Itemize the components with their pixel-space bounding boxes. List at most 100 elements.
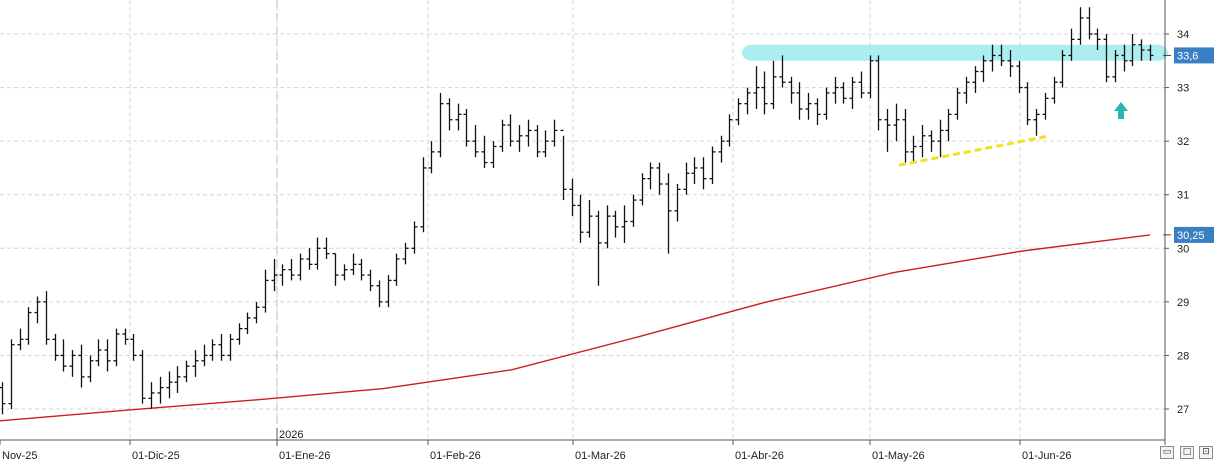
ohlc-bar	[60, 339, 67, 372]
ohlc-bar	[437, 92, 444, 158]
x-tick-label: Nov-25	[2, 450, 37, 462]
support-trendline	[898, 134, 1051, 167]
ohlc-bar	[788, 76, 795, 104]
ohlc-bar	[428, 141, 435, 174]
ohlc-bar	[647, 162, 654, 190]
annotations	[898, 102, 1128, 167]
x-tick-label: 01-Dic-25	[132, 450, 180, 462]
resistance-zone	[742, 44, 1168, 61]
chart-grid	[0, 0, 1165, 440]
ohlc-bar	[674, 184, 681, 222]
ohlc-bar	[174, 366, 181, 393]
ohlc-bar	[1007, 50, 1014, 77]
ohlc-bar	[1068, 28, 1075, 61]
ohlc-bar	[1121, 44, 1128, 72]
ohlc-bar	[253, 301, 260, 324]
pin-icon[interactable]: ⊡	[1199, 446, 1213, 459]
ohlc-bar	[761, 71, 768, 115]
ohlc-bar	[104, 339, 111, 372]
ohlc-bar	[87, 355, 94, 383]
ohlc-bar	[463, 109, 470, 147]
ohlc-bar	[753, 66, 760, 109]
x-tick-label: 01-Jun-26	[1022, 450, 1072, 462]
ohlc-bar	[25, 307, 32, 345]
ohlc-bar	[385, 275, 392, 308]
ohlc-bar	[945, 109, 952, 142]
ohlc-bar	[1024, 82, 1031, 126]
ohlc-bar	[314, 237, 321, 270]
y-tick-label: 27	[1177, 404, 1189, 416]
ohlc-bar	[1016, 60, 1023, 93]
ohlc-bar	[709, 146, 716, 184]
ohlc-bar	[34, 296, 41, 324]
ohlc-bar	[683, 162, 690, 195]
ohlc-bar	[849, 76, 856, 109]
y-tick-label: 30	[1177, 243, 1189, 255]
ohlc-bar	[69, 350, 76, 377]
ohlc-bars	[0, 7, 1154, 415]
ohlc-bar	[1138, 39, 1145, 61]
ohlc-bar	[998, 44, 1005, 67]
ohlc-bar	[420, 157, 427, 233]
ohlc-bar	[525, 119, 532, 147]
ohlc-bar	[446, 98, 453, 131]
ohlc-bar	[718, 135, 725, 163]
ohlc-bar	[1059, 50, 1066, 88]
ohlc-bar	[113, 328, 120, 367]
ohlc-bar	[1077, 7, 1084, 45]
axes: 27 28 29 30 31 32 33 34 Nov-25 01-Dic-25 01-Ene-26…	[0, 0, 1189, 462]
ohlc-bar	[814, 98, 821, 126]
ohlc-bar	[902, 109, 909, 163]
ohlc-bar	[1129, 34, 1136, 67]
ohlc-bar	[227, 334, 234, 361]
ohlc-bar	[157, 376, 164, 404]
ohlc-bar	[323, 237, 330, 259]
ohlc-bar	[192, 350, 199, 377]
ohlc-bar	[350, 253, 357, 276]
ohlc-bar	[376, 280, 383, 308]
ohlc-bar	[279, 264, 286, 286]
restore-icon[interactable]: ▭	[1160, 446, 1174, 459]
ohlc-bar	[823, 87, 830, 120]
ohlc-bar	[201, 344, 208, 367]
ohlc-bar	[332, 252, 339, 286]
ohlc-bar	[551, 119, 558, 147]
ohlc-bar	[963, 76, 970, 104]
ohlc-bar	[919, 125, 926, 158]
year-marker: 2026	[279, 429, 303, 441]
ohlc-bar	[499, 119, 506, 152]
ohlc-bar	[95, 339, 102, 367]
ohlc-bar	[490, 141, 497, 168]
resistance-zone-band	[742, 44, 1168, 61]
ohlc-bar	[183, 360, 190, 383]
x-tick-label: 01-Feb-26	[430, 450, 481, 462]
ohlc-bar	[656, 162, 663, 195]
y-tick-label: 34	[1177, 29, 1189, 41]
ohlc-bar	[884, 109, 891, 152]
price-badges: 33,6 30,25	[1163, 47, 1214, 243]
ohlc-bar	[542, 130, 549, 158]
ohlc-bar	[867, 55, 874, 99]
y-tick-label: 33	[1177, 83, 1189, 95]
ohlc-bar	[665, 173, 672, 254]
maximize-icon[interactable]: □	[1180, 446, 1194, 459]
ohlc-bar	[858, 71, 865, 99]
ohlc-bar	[569, 178, 576, 217]
ohlc-bar	[297, 253, 304, 281]
ohlc-bar	[306, 248, 313, 270]
ohlc-bar	[560, 129, 567, 201]
x-tick-label: 01-Ene-26	[279, 450, 330, 462]
ohlc-bar	[52, 334, 59, 361]
ohlc-bar	[770, 60, 777, 109]
ohlc-bar	[288, 259, 295, 281]
ohlc-bar	[700, 157, 707, 190]
ohlc-bar	[402, 242, 409, 265]
ohlc-bar	[218, 334, 225, 361]
ohlc-bar	[341, 264, 348, 281]
ohlc-bar	[691, 157, 698, 184]
last-price-badge-bg	[1174, 47, 1214, 64]
ohlc-bar	[1051, 76, 1058, 104]
moving-average-badge: 30,25	[1177, 230, 1205, 242]
ohlc-bar	[805, 92, 812, 120]
